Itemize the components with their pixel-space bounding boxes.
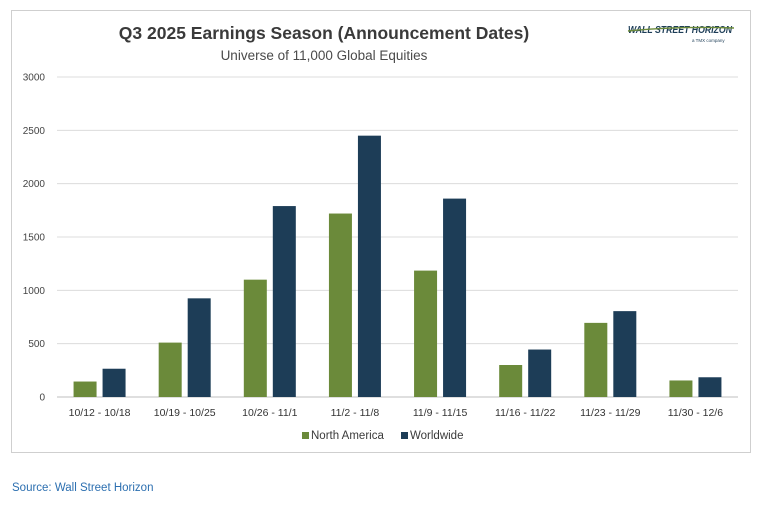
bars <box>73 135 722 397</box>
y-tick-label: 1500 <box>23 233 46 244</box>
bar-worldwide <box>528 349 552 397</box>
logo-subtext: a TMX company <box>692 38 725 43</box>
bar-north-america <box>414 270 438 397</box>
x-tick-label: 11/16 - 11/22 <box>495 407 555 419</box>
bar-worldwide <box>613 311 637 397</box>
bar-worldwide <box>698 377 722 397</box>
y-axis-ticks: 0 500 1000 1500 2000 2500 3000 <box>23 73 46 404</box>
x-tick-label: 11/2 - 11/8 <box>331 407 380 419</box>
bar-north-america <box>73 381 97 397</box>
bar-worldwide <box>443 198 467 397</box>
y-tick-label: 3000 <box>23 73 46 84</box>
x-tick-label: 11/23 - 11/29 <box>580 407 640 419</box>
x-tick-label: 10/19 - 10/25 <box>154 407 216 419</box>
y-tick-label: 500 <box>28 339 45 350</box>
earnings-chart: Q3 2025 Earnings Season (Announcement Da… <box>23 23 738 442</box>
y-tick-label: 0 <box>39 393 45 404</box>
legend-swatch-worldwide <box>401 432 408 439</box>
chart-frame: Q3 2025 Earnings Season (Announcement Da… <box>11 10 751 453</box>
y-tick-label: 1000 <box>23 286 46 297</box>
bar-north-america <box>584 322 608 397</box>
x-tick-label: 11/9 - 11/15 <box>413 407 468 419</box>
x-tick-label: 11/30 - 12/6 <box>668 407 723 419</box>
bar-worldwide <box>357 135 381 397</box>
x-tick-label: 10/26 - 11/1 <box>242 407 297 419</box>
bar-north-america <box>499 365 523 397</box>
bar-worldwide <box>187 298 211 397</box>
legend-label-worldwide: Worldwide <box>410 430 463 442</box>
bar-worldwide <box>102 368 126 397</box>
x-tick-label: 10/12 - 10/18 <box>69 407 131 419</box>
bar-north-america <box>158 342 182 397</box>
legend-swatch-north-america <box>302 432 309 439</box>
bar-north-america <box>328 213 352 397</box>
legend-label-north-america: North America <box>311 430 384 442</box>
wall-street-horizon-logo: WALL STREET HORIZON a TMX company <box>627 24 735 43</box>
x-axis-ticks: 10/12 - 10/18 10/19 - 10/25 10/26 - 11/1 11… <box>69 407 724 419</box>
bar-north-america <box>243 279 267 397</box>
y-tick-label: 2000 <box>23 179 46 190</box>
chart-subtitle: Universe of 11,000 Global Equities <box>221 48 428 63</box>
bar-north-america <box>669 380 693 397</box>
source-note: Source: Wall Street Horizon <box>12 482 154 494</box>
logo-swoosh <box>627 26 735 32</box>
y-tick-label: 2500 <box>23 126 46 137</box>
bar-worldwide <box>272 206 296 397</box>
chart-title: Q3 2025 Earnings Season (Announcement Da… <box>119 23 529 43</box>
legend: North America Worldwide <box>302 430 463 442</box>
